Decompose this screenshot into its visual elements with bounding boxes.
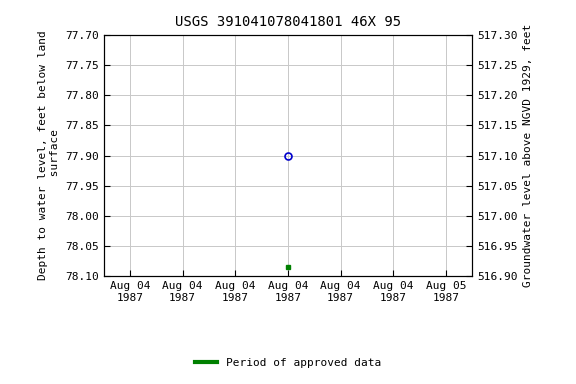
- Legend: Period of approved data: Period of approved data: [191, 354, 385, 372]
- Y-axis label: Groundwater level above NGVD 1929, feet: Groundwater level above NGVD 1929, feet: [523, 24, 533, 287]
- Y-axis label: Depth to water level, feet below land
 surface: Depth to water level, feet below land su…: [38, 31, 59, 280]
- Title: USGS 391041078041801 46X 95: USGS 391041078041801 46X 95: [175, 15, 401, 29]
